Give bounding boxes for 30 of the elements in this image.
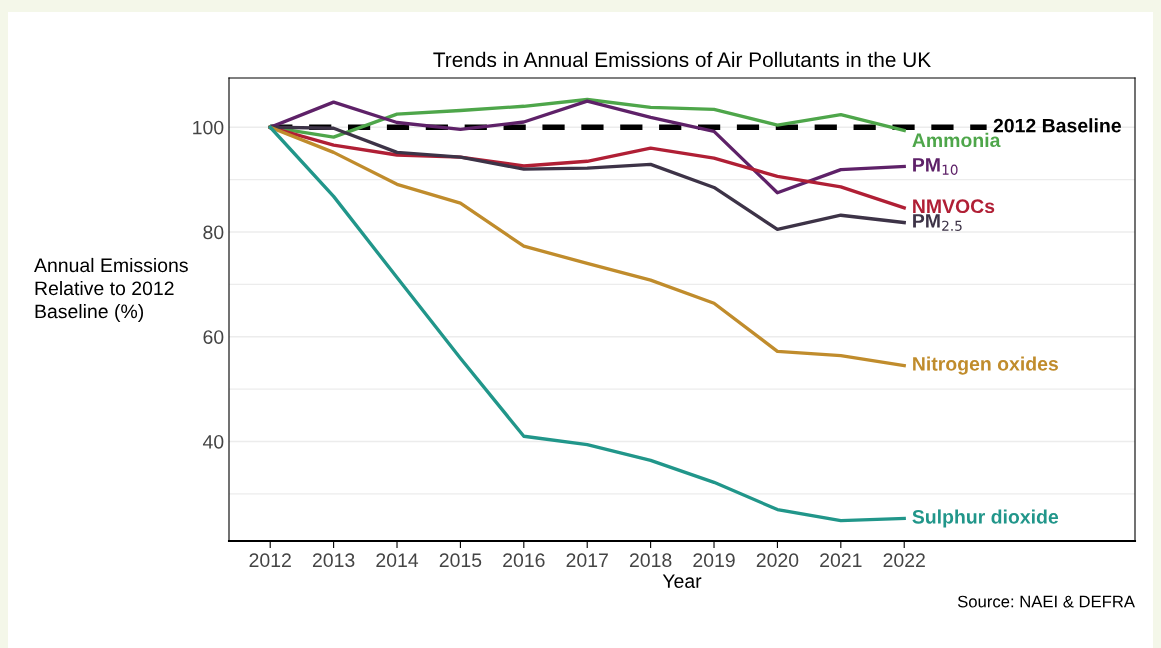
y-axis-title: Annual Emissions Relative to 2012 Baseline (%) — [34, 257, 188, 323]
line-series — [268, 125, 906, 368]
x-tick-label: 2020 — [756, 553, 799, 568]
chart-title: Trends in Annual Emissions of Air Pollutants in the UK — [433, 51, 931, 68]
x-tick-label: 2012 — [249, 553, 291, 568]
x-tick-label: 2016 — [503, 553, 545, 568]
line-series — [268, 97, 906, 139]
line-series — [268, 125, 906, 523]
y-tick-label: 60 — [203, 330, 224, 344]
x-tick-label: 2022 — [883, 553, 925, 568]
series-label: PM$_{10}$ — [913, 158, 958, 175]
x-tick-label: 2021 — [820, 553, 862, 568]
series-label: Sulphur dioxide — [912, 509, 1059, 528]
x-axis-title: Year — [662, 574, 702, 588]
x-tick-label: 2014 — [376, 553, 419, 568]
series-label: Nitrogen oxides — [913, 356, 1058, 375]
y-tick-label: 100 — [193, 120, 224, 135]
series-label: NMVOCs — [913, 199, 995, 214]
series-label: Ammonia — [912, 132, 1001, 148]
x-tick-label: 2013 — [312, 553, 355, 568]
x-tick-label: 2018 — [629, 553, 672, 568]
y-tick-label: 80 — [203, 225, 224, 240]
ref-line-label: 2012 Baseline — [993, 118, 1121, 133]
x-tick-label: 2019 — [693, 553, 735, 568]
x-tick-label: 2017 — [566, 553, 608, 568]
x-tick-label: 2015 — [439, 553, 482, 568]
y-tick-label: 40 — [202, 434, 224, 449]
series-label: PM$_{2.5}$ — [913, 214, 962, 231]
line-series — [268, 99, 906, 195]
source-note: Source: NAEI & DEFRA — [957, 595, 1135, 608]
